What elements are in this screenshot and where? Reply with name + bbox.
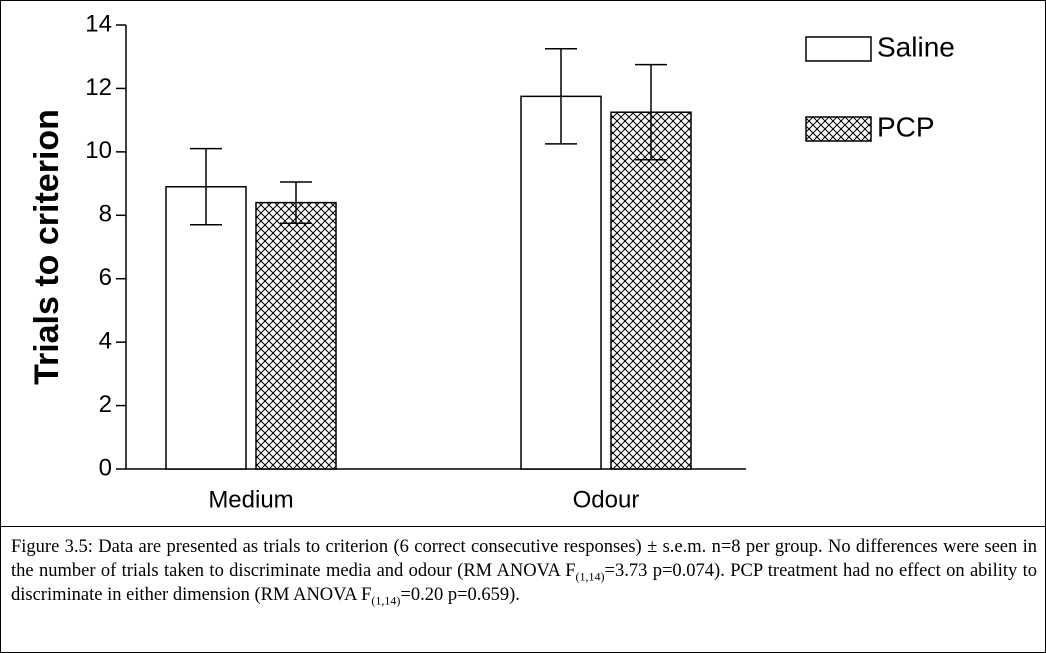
y-tick-label: 4 xyxy=(99,327,112,354)
y-tick-label: 8 xyxy=(99,201,112,228)
caption-text: =3.73 p=0.074). PCP treatment had no eff… xyxy=(11,561,1037,605)
caption: Figure 3.5: Data are presented as trials… xyxy=(1,526,1046,607)
legend-swatch xyxy=(805,36,872,62)
caption-subscript: (1,14) xyxy=(371,593,401,608)
legend-label: PCP xyxy=(877,111,935,142)
x-tick-label: Odour xyxy=(573,486,640,513)
chart: Trials to criterion 0 2 4 6 8 10 12 14 Medium Odo… xyxy=(28,10,955,513)
y-tick-label: 10 xyxy=(85,137,112,164)
caption-text: =0.20 p=0.659). xyxy=(400,585,520,605)
bar xyxy=(255,201,337,470)
legend-label: Saline xyxy=(877,31,955,62)
error-bar xyxy=(190,147,222,226)
bar xyxy=(520,95,602,470)
x-tick-label: Medium xyxy=(208,486,293,513)
error-bar xyxy=(635,63,667,161)
bar xyxy=(610,111,692,470)
y-tick-label: 2 xyxy=(99,391,112,418)
y-axis-title: Trials to criterion xyxy=(28,109,66,385)
legend-swatch xyxy=(805,116,872,142)
y-tick-label: 0 xyxy=(99,454,112,481)
error-bar xyxy=(280,181,312,224)
error-bar xyxy=(545,48,577,145)
bar xyxy=(165,185,247,470)
caption-text: Figure 3.5: Data are presented as trials… xyxy=(11,537,1037,581)
caption-subscript: (1,14) xyxy=(575,569,605,584)
y-tick-label: 12 xyxy=(85,74,112,101)
y-tick-label: 14 xyxy=(85,10,112,37)
y-tick-label: 6 xyxy=(99,264,112,291)
